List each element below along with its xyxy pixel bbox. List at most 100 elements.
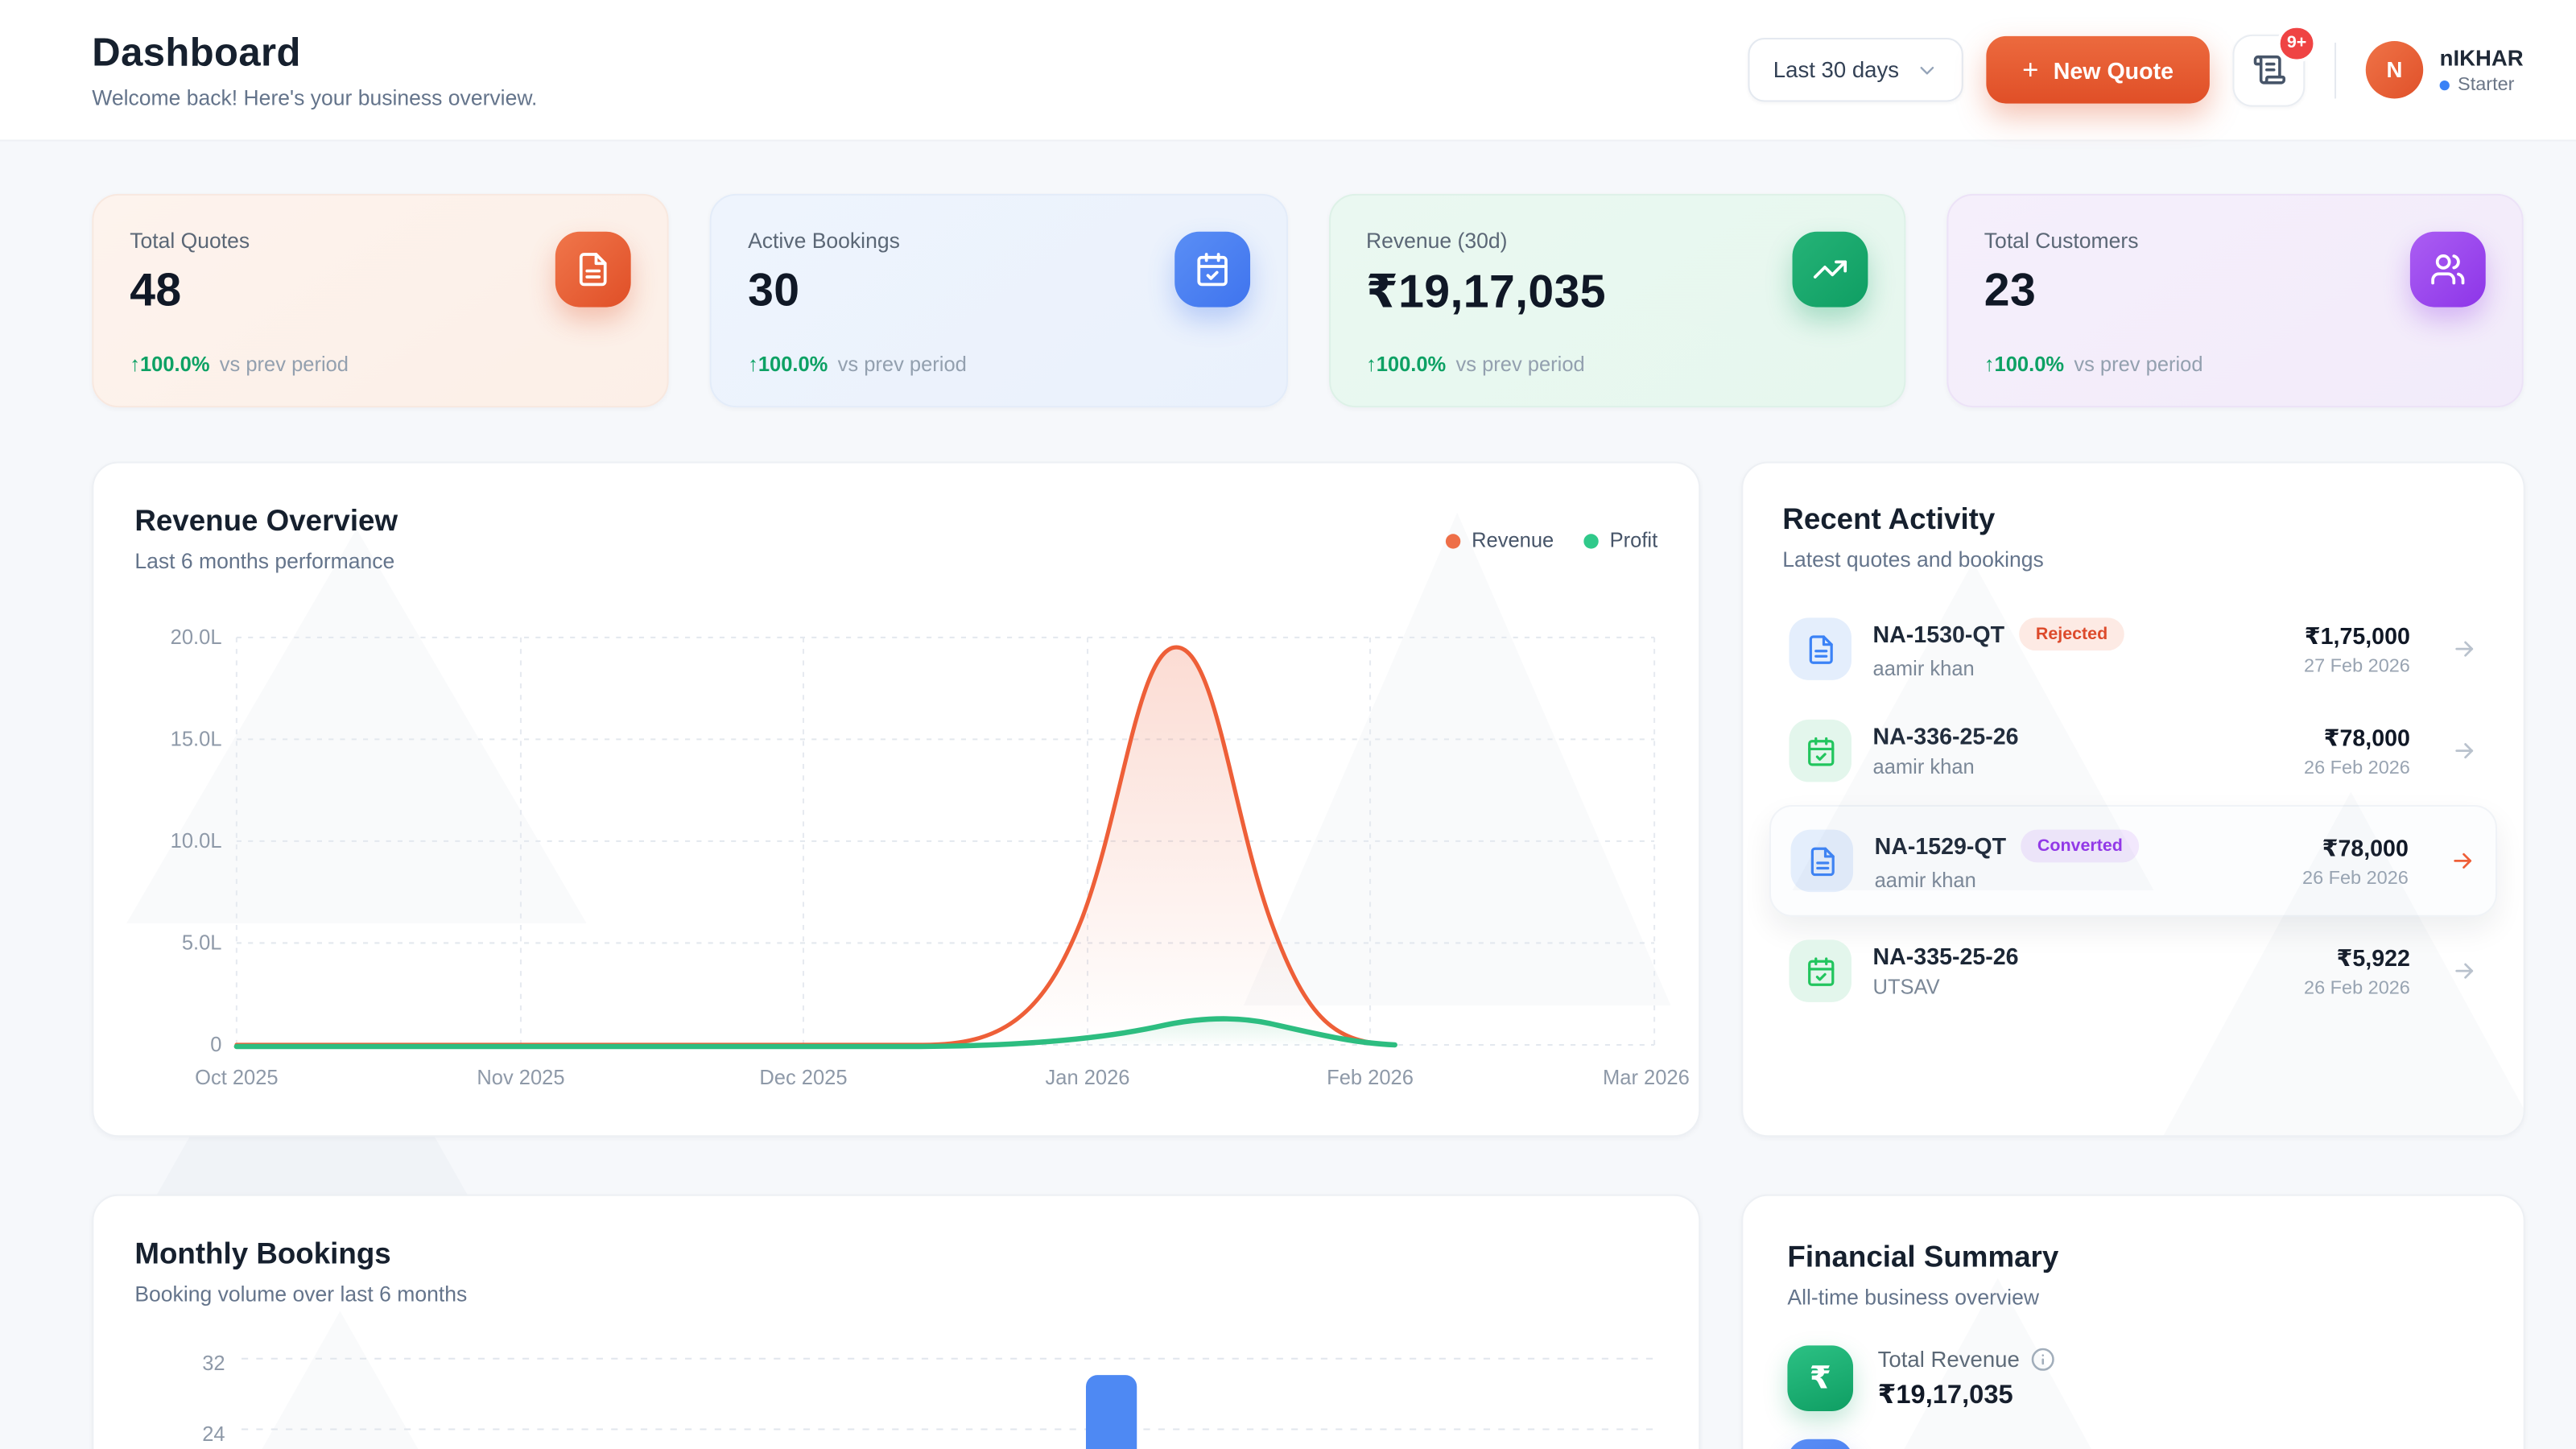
new-quote-button[interactable]: + New Quote <box>1986 35 2210 104</box>
status-badge: Converted <box>2021 829 2140 863</box>
top-bar-actions: Last 30 days + New Quote 9+ N nIKHAR <box>1748 23 2524 106</box>
svg-text:24: 24 <box>202 1423 225 1446</box>
trending-up-icon <box>1792 231 1868 308</box>
quote-id: NA-1530-QT <box>1872 621 2005 648</box>
status-badge: Rejected <box>2019 617 2124 651</box>
arrow-right-icon[interactable] <box>2451 636 2478 663</box>
activity-row[interactable]: NA-335-25-26 UTSAV ₹5,922 26 Feb 2026 <box>1782 920 2483 1022</box>
svg-text:Dec 2025: Dec 2025 <box>759 1067 847 1089</box>
page-title: Dashboard <box>92 30 301 75</box>
card-title: Recent Activity <box>1782 502 1996 536</box>
svg-text:Jan 2026: Jan 2026 <box>1046 1067 1130 1089</box>
customer-name: aamir khan <box>1874 869 1976 893</box>
date-range-value: Last 30 days <box>1773 57 1900 83</box>
activity-amount-block: ₹5,922 26 Feb 2026 <box>2304 943 2410 997</box>
bar-jan-2026[interactable] <box>1085 1375 1137 1449</box>
scroll-text-icon <box>2252 55 2285 85</box>
financial-row-total-revenue: ₹ Total Revenue ₹19,17,035 <box>1787 1345 2479 1412</box>
x-axis-labels: Oct 2025 Nov 2025 Dec 2025 Jan 2026 Feb … <box>195 1067 1690 1089</box>
legend-dot-profit <box>1583 533 1599 548</box>
financial-row-total-profit: ₹ Total Profit <box>1787 1439 2479 1449</box>
activity-list: NA-1530-QT Rejected aamir khan ₹1,75,000… <box>1769 598 2498 1022</box>
svg-text:0: 0 <box>210 1034 221 1056</box>
stat-value: 23 <box>1984 264 2037 316</box>
content-area: Total Quotes 48 ↑100.0% vs prev period A… <box>0 142 2576 1449</box>
activity-amount-block: ₹78,000 26 Feb 2026 <box>2302 834 2409 888</box>
activity-row-hovered[interactable]: NA-1529-QT Converted aamir khan ₹78,000 … <box>1769 804 2498 917</box>
activity-amount-block: ₹78,000 26 Feb 2026 <box>2304 724 2410 778</box>
booking-id: NA-335-25-26 <box>1872 943 2019 970</box>
delta-up: ↑100.0% <box>748 353 828 377</box>
delta-note: vs prev period <box>219 353 349 377</box>
booking-id: NA-336-25-26 <box>1872 722 2019 749</box>
card-title: Revenue Overview <box>134 504 398 538</box>
notifications-button[interactable]: 9+ <box>2232 23 2317 106</box>
monthly-bookings-bar-chart: 32 24 <box>202 1352 1655 1449</box>
users-icon <box>2409 231 2486 308</box>
rupee-icon: ₹ <box>1787 1345 1854 1412</box>
user-menu[interactable]: N nIKHAR Starter <box>2365 41 2524 99</box>
stat-value: ₹19,17,035 <box>1365 266 1606 317</box>
stat-label: Revenue (30d) <box>1365 228 1508 254</box>
arrow-right-icon[interactable] <box>2451 737 2478 764</box>
date: 27 Feb 2026 <box>2304 656 2410 676</box>
svg-text:5.0L: 5.0L <box>182 932 222 955</box>
date-range-select[interactable]: Last 30 days <box>1748 37 1963 102</box>
customer-name: UTSAV <box>1872 976 1940 999</box>
file-text-icon <box>1790 829 1854 893</box>
stat-card-total-customers: Total Customers 23 ↑100.0% vs prev perio… <box>1946 193 2524 408</box>
financial-label: Total Revenue <box>1877 1346 2020 1372</box>
delta-up: ↑100.0% <box>130 353 210 377</box>
activity-main: NA-336-25-26 aamir khan <box>1873 723 2019 778</box>
page-head: Dashboard Welcome back! Here's your busi… <box>92 31 537 109</box>
arrow-right-icon[interactable] <box>2450 848 2476 874</box>
card-subtitle: Last 6 months performance <box>134 548 395 574</box>
user-name: nIKHAR <box>2439 45 2524 70</box>
notification-count-badge: 9+ <box>2277 23 2317 62</box>
card-title: Monthly Bookings <box>134 1236 391 1270</box>
activity-row[interactable]: NA-336-25-26 aamir khan ₹78,000 26 Feb 2… <box>1782 700 2483 802</box>
quote-id: NA-1529-QT <box>1874 832 2007 860</box>
activity-main: NA-335-25-26 UTSAV <box>1873 943 2019 998</box>
customer-name: aamir khan <box>1872 657 1975 680</box>
legend-profit: Profit <box>1583 529 1657 552</box>
info-icon[interactable] <box>2031 1346 2056 1371</box>
page-subtitle: Welcome back! Here's your business overv… <box>92 85 538 109</box>
amount: ₹5,922 <box>2336 943 2410 971</box>
plus-icon: + <box>2022 54 2039 86</box>
avatar: N <box>2365 41 2424 99</box>
date: 26 Feb 2026 <box>2302 868 2409 889</box>
stat-cards-row: Total Quotes 48 ↑100.0% vs prev period A… <box>92 193 2524 408</box>
delta-note: vs prev period <box>2074 353 2203 377</box>
revenue-overview-card: Revenue Overview Last 6 months performan… <box>92 461 1701 1137</box>
stat-label: Total Customers <box>1984 228 2139 254</box>
financial-row-main: Total Revenue ₹19,17,035 <box>1878 1346 2056 1410</box>
revenue-area <box>923 647 1395 1045</box>
divider <box>2334 42 2337 98</box>
activity-main: NA-1529-QT Converted aamir khan <box>1874 829 2140 893</box>
plan-status-dot <box>2439 79 2450 90</box>
bottom-grid: Monthly Bookings Booking volume over las… <box>92 1194 2525 1449</box>
stat-card-active-bookings: Active Bookings 30 ↑100.0% vs prev perio… <box>710 193 1287 408</box>
arrow-right-icon[interactable] <box>2451 958 2478 985</box>
profit-line <box>233 1016 1397 1050</box>
card-title: Financial Summary <box>1787 1240 2059 1274</box>
svg-text:15.0L: 15.0L <box>171 729 222 751</box>
stat-delta: ↑100.0% vs prev period <box>130 353 349 377</box>
card-subtitle: All-time business overview <box>1787 1284 2040 1310</box>
revenue-line <box>234 645 1397 1047</box>
date: 26 Feb 2026 <box>2304 758 2410 778</box>
file-text-icon <box>1789 617 1852 680</box>
svg-text:Nov 2025: Nov 2025 <box>477 1067 564 1089</box>
activity-main: NA-1530-QT Rejected aamir khan <box>1873 617 2124 680</box>
svg-text:Oct 2025: Oct 2025 <box>195 1067 278 1089</box>
stat-delta: ↑100.0% vs prev period <box>748 353 967 377</box>
date: 26 Feb 2026 <box>2304 978 2410 998</box>
svg-text:Feb 2026: Feb 2026 <box>1327 1067 1414 1089</box>
gridlines-vertical <box>235 637 1656 1045</box>
activity-row[interactable]: NA-1530-QT Rejected aamir khan ₹1,75,000… <box>1782 598 2483 700</box>
chart-legend: Revenue Profit <box>1445 529 1657 552</box>
svg-text:20.0L: 20.0L <box>171 628 222 649</box>
file-text-icon <box>555 231 632 308</box>
